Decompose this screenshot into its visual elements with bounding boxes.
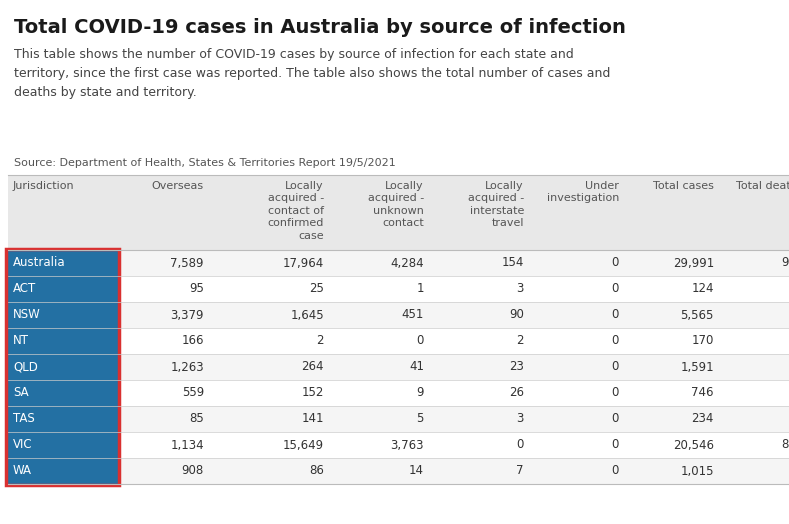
Text: 41: 41 [409, 361, 424, 374]
Text: 0: 0 [517, 439, 524, 452]
FancyBboxPatch shape [8, 406, 118, 432]
Text: 0: 0 [611, 334, 619, 347]
Text: 0: 0 [611, 361, 619, 374]
Text: WA: WA [13, 464, 32, 477]
Text: 95: 95 [189, 282, 204, 296]
FancyBboxPatch shape [8, 380, 118, 406]
Text: 0: 0 [611, 412, 619, 425]
Text: 29,991: 29,991 [673, 257, 714, 269]
Text: This table shows the number of COVID-19 cases by source of infection for each st: This table shows the number of COVID-19 … [14, 48, 611, 99]
Text: 7,589: 7,589 [170, 257, 204, 269]
FancyBboxPatch shape [8, 302, 118, 328]
Text: Source: Department of Health, States & Territories Report 19/5/2021: Source: Department of Health, States & T… [14, 158, 396, 168]
Text: 1,645: 1,645 [290, 309, 324, 322]
Text: ACT: ACT [13, 282, 36, 296]
FancyBboxPatch shape [8, 276, 118, 302]
Text: 0: 0 [611, 464, 619, 477]
Text: Total cases: Total cases [653, 181, 714, 191]
Text: 25: 25 [309, 282, 324, 296]
Text: 234: 234 [692, 412, 714, 425]
Text: 85: 85 [189, 412, 204, 425]
Text: 3: 3 [517, 282, 524, 296]
Text: QLD: QLD [13, 361, 38, 374]
Text: 451: 451 [402, 309, 424, 322]
Text: Overseas: Overseas [151, 181, 204, 191]
Text: 264: 264 [301, 361, 324, 374]
Text: Australia: Australia [13, 257, 65, 269]
Text: 141: 141 [301, 412, 324, 425]
Text: 152: 152 [301, 387, 324, 399]
Text: 0: 0 [611, 282, 619, 296]
Text: Locally
acquired -
interstate
travel: Locally acquired - interstate travel [468, 181, 524, 228]
Text: 2: 2 [316, 334, 324, 347]
Text: 23: 23 [509, 361, 524, 374]
Text: 26: 26 [509, 387, 524, 399]
Text: 0: 0 [611, 309, 619, 322]
Text: Total deaths: Total deaths [736, 181, 789, 191]
Text: NT: NT [13, 334, 29, 347]
Text: 910: 910 [782, 257, 789, 269]
Text: 0: 0 [611, 439, 619, 452]
Text: 1,015: 1,015 [680, 464, 714, 477]
Text: 3,379: 3,379 [170, 309, 204, 322]
Text: Total COVID-19 cases in Australia by source of infection: Total COVID-19 cases in Australia by sou… [14, 18, 626, 37]
Text: 820: 820 [782, 439, 789, 452]
Text: 124: 124 [691, 282, 714, 296]
Text: 20,546: 20,546 [673, 439, 714, 452]
Text: 17,964: 17,964 [282, 257, 324, 269]
FancyBboxPatch shape [8, 458, 118, 484]
Text: 14: 14 [409, 464, 424, 477]
FancyBboxPatch shape [8, 175, 789, 250]
Text: 170: 170 [692, 334, 714, 347]
Text: Under
investigation: Under investigation [547, 181, 619, 203]
Text: 86: 86 [309, 464, 324, 477]
Text: Locally
acquired -
contact of
confirmed
case: Locally acquired - contact of confirmed … [267, 181, 324, 241]
Text: 7: 7 [517, 464, 524, 477]
Text: 0: 0 [611, 387, 619, 399]
Text: 9: 9 [417, 387, 424, 399]
Text: 3: 3 [517, 412, 524, 425]
Text: Jurisdiction: Jurisdiction [13, 181, 75, 191]
FancyBboxPatch shape [8, 328, 789, 354]
Text: 908: 908 [181, 464, 204, 477]
FancyBboxPatch shape [8, 302, 789, 328]
FancyBboxPatch shape [8, 406, 789, 432]
Text: 0: 0 [417, 334, 424, 347]
Text: 1,263: 1,263 [170, 361, 204, 374]
Text: 0: 0 [611, 257, 619, 269]
FancyBboxPatch shape [8, 276, 789, 302]
Text: TAS: TAS [13, 412, 35, 425]
Text: 3,763: 3,763 [391, 439, 424, 452]
FancyBboxPatch shape [8, 354, 118, 380]
FancyBboxPatch shape [8, 328, 118, 354]
FancyBboxPatch shape [8, 250, 789, 276]
Text: 166: 166 [181, 334, 204, 347]
Text: 2: 2 [517, 334, 524, 347]
Text: 1,134: 1,134 [170, 439, 204, 452]
Text: 1,591: 1,591 [680, 361, 714, 374]
Text: 559: 559 [181, 387, 204, 399]
FancyBboxPatch shape [8, 380, 789, 406]
Text: 154: 154 [502, 257, 524, 269]
FancyBboxPatch shape [8, 432, 118, 458]
Text: 4,284: 4,284 [391, 257, 424, 269]
Text: NSW: NSW [13, 309, 41, 322]
Text: Locally
acquired -
unknown
contact: Locally acquired - unknown contact [368, 181, 424, 228]
FancyBboxPatch shape [8, 458, 789, 484]
Text: 5: 5 [417, 412, 424, 425]
Text: 1: 1 [417, 282, 424, 296]
Text: VIC: VIC [13, 439, 32, 452]
Text: 5,565: 5,565 [681, 309, 714, 322]
FancyBboxPatch shape [8, 354, 789, 380]
FancyBboxPatch shape [8, 250, 118, 276]
Text: 15,649: 15,649 [283, 439, 324, 452]
Text: 746: 746 [691, 387, 714, 399]
FancyBboxPatch shape [8, 432, 789, 458]
Text: 90: 90 [509, 309, 524, 322]
Text: SA: SA [13, 387, 28, 399]
